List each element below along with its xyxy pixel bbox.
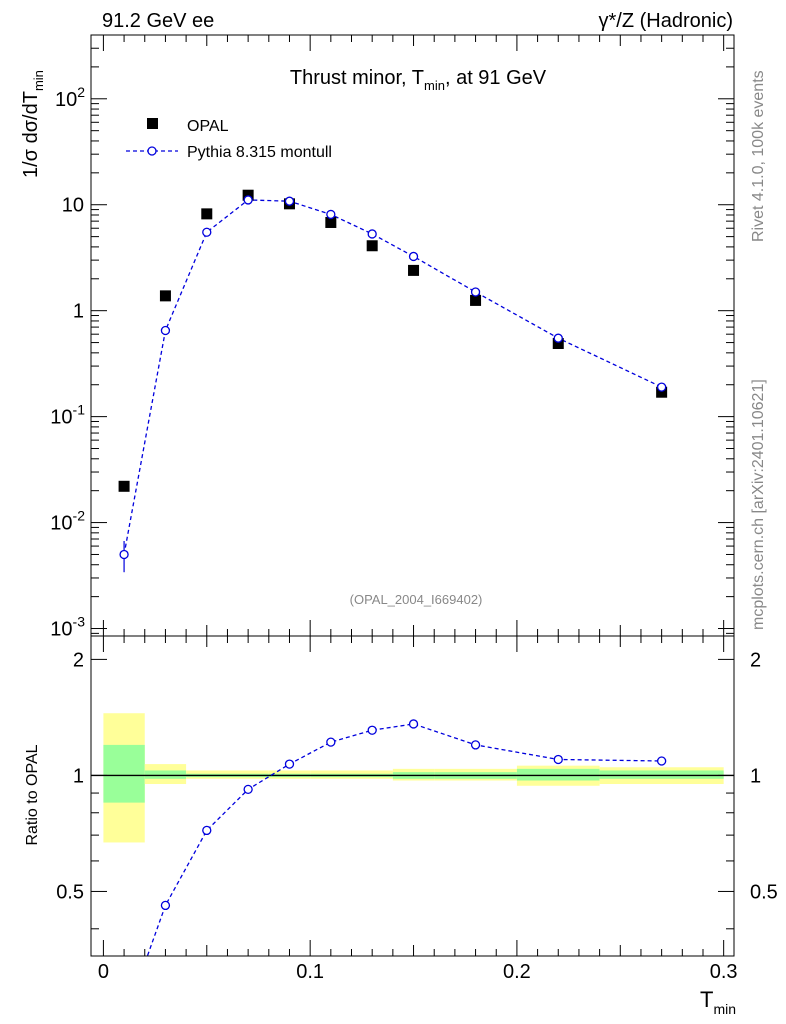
ratio-point xyxy=(284,759,295,769)
pythia-point xyxy=(284,196,295,206)
pythia-point xyxy=(119,549,129,560)
main-y-axis-label: 1/σ dσ/dTmin xyxy=(20,70,46,178)
ratio-point xyxy=(202,825,212,836)
x-axis-label: Tmin xyxy=(700,987,736,1017)
ratio-point xyxy=(408,719,419,729)
ratio-curve xyxy=(146,723,662,956)
ratio-point xyxy=(656,756,667,766)
mcplots-label: mcplots.cern.ch [arXiv:2401.10621] xyxy=(750,379,767,630)
ratio-axis-ticks xyxy=(91,636,734,956)
opal-point xyxy=(118,480,130,492)
opal-point xyxy=(470,294,482,306)
pythia-point xyxy=(656,382,667,392)
legend: OPAL Pythia 8.315 montull xyxy=(126,118,332,161)
main-data-layer xyxy=(118,189,668,573)
main-plot-panel: 10-3 10-2 10-1 1 10 102 (OPAL_2004_I669402) T… xyxy=(20,34,735,641)
main-y-tick-labels: 10-3 10-2 10-1 1 10 102 xyxy=(50,84,85,641)
ratio-y-tick-label-left: 2 xyxy=(73,649,84,671)
analysis-watermark: (OPAL_2004_I669402) xyxy=(350,592,483,607)
x-tick-label: 0 xyxy=(98,961,109,983)
y-tick-label: 102 xyxy=(55,84,85,111)
pythia-point xyxy=(243,195,253,205)
opal-point xyxy=(242,189,254,201)
legend-pythia-marker xyxy=(147,146,157,156)
pythia-point xyxy=(553,333,563,343)
main-axis-ticks xyxy=(91,34,734,636)
ratio-point xyxy=(243,784,253,795)
ratio-y-axis-label: Ratio to OPAL xyxy=(24,744,41,845)
ratio-y-tick-label-left: 1 xyxy=(73,765,84,787)
opal-point xyxy=(201,208,213,220)
ratio-band-inner xyxy=(144,770,187,779)
ratio-y-tick-label-right: 1 xyxy=(750,765,761,787)
ratio-band-inner xyxy=(599,770,724,779)
x-tick-label: 0.3 xyxy=(710,961,738,983)
ratio-plot-frame xyxy=(90,635,735,957)
ratio-y-tick-label-left: 0.5 xyxy=(56,881,84,903)
pythia-curve xyxy=(123,199,662,555)
ratio-plot-panel: 0.5 0.5 1 1 2 2 0 0.1 0.2 0.3 Ratio to OPAL Tmin xyxy=(24,635,778,1017)
header-right: γ*/Z (Hadronic) xyxy=(599,10,733,32)
ratio-uncertainty-bands xyxy=(103,713,724,843)
opal-point xyxy=(366,240,378,252)
legend-pythia-label: Pythia 8.315 montull xyxy=(187,144,332,161)
pythia-point xyxy=(408,251,419,262)
ratio-y-tick-label-right: 2 xyxy=(750,649,761,671)
x-tick-label: 0.1 xyxy=(296,961,324,983)
legend-opal-label: OPAL xyxy=(187,118,229,135)
y-tick-label: 10 xyxy=(62,195,84,217)
pythia-point xyxy=(160,325,171,336)
pythia-point xyxy=(470,287,481,297)
plot-title: Thrust minor, Tmin, at 91 GeV xyxy=(290,67,547,93)
ratio-point xyxy=(470,740,481,750)
ratio-band-inner xyxy=(103,744,145,803)
y-tick-label: 1 xyxy=(73,301,84,323)
opal-point xyxy=(552,338,564,350)
pythia-point xyxy=(202,227,212,237)
ratio-y-tick-label-right: 0.5 xyxy=(750,881,778,903)
pythia-point xyxy=(367,229,377,239)
ratio-point xyxy=(160,900,171,911)
ratio-point xyxy=(326,737,336,747)
opal-point xyxy=(159,290,171,302)
pythia-point xyxy=(326,209,336,220)
rivet-label: Rivet 4.1.0, 100k events xyxy=(750,70,767,242)
opal-point xyxy=(325,216,337,228)
opal-point xyxy=(408,264,420,276)
x-tick-labels: 0 0.1 0.2 0.3 xyxy=(98,961,738,983)
ratio-point xyxy=(367,725,377,735)
ratio-clip-group xyxy=(146,719,667,956)
ratio-band-inner xyxy=(516,768,600,781)
header-left: 91.2 GeV ee xyxy=(102,10,214,32)
y-tick-label: 10-2 xyxy=(50,508,85,535)
ratio-point xyxy=(553,754,563,765)
y-tick-label: 10-3 xyxy=(50,614,85,641)
x-tick-label: 0.2 xyxy=(503,961,531,983)
ratio-data-layer xyxy=(146,719,667,956)
opal-point xyxy=(656,386,668,398)
y-tick-label: 10-1 xyxy=(50,402,85,429)
legend-opal-marker xyxy=(147,118,158,129)
ratio-y-tick-labels: 0.5 0.5 1 1 2 2 xyxy=(56,649,778,903)
